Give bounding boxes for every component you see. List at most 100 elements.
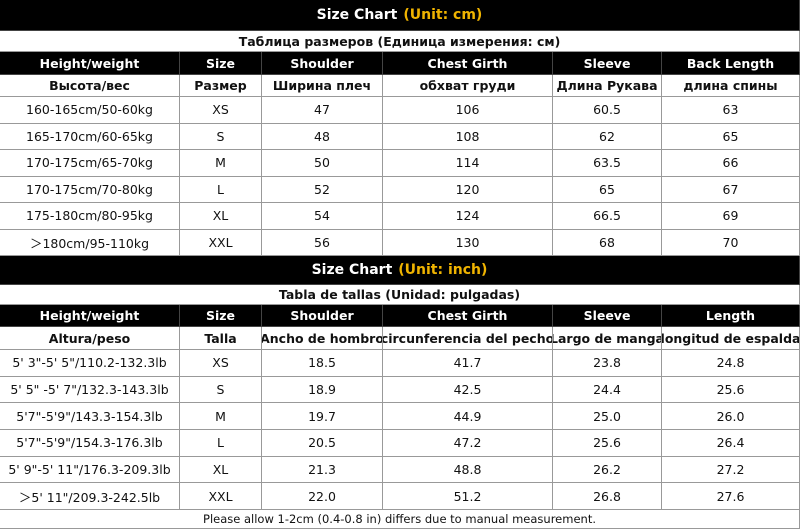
table-cell: S [180, 376, 262, 404]
table-cell: 24.8 [662, 350, 800, 377]
table-cell: 25.6 [662, 376, 800, 404]
table-cell: 69 [662, 203, 800, 230]
column-header: Height/weight [0, 305, 180, 327]
title-text: Size Chart [311, 262, 393, 278]
table-cell: 60.5 [553, 97, 662, 124]
section-title: Size Chart (Unit: cm) [0, 0, 800, 31]
footer-note: Please allow 1-2cm (0.4-0.8 in) differs … [0, 510, 800, 529]
table-cell: 23.8 [553, 350, 662, 377]
table-cell: 124 [383, 203, 553, 230]
table-cell: 66 [662, 150, 800, 177]
table-cell: L [180, 176, 262, 203]
table-cell: 27.2 [662, 456, 800, 484]
table-cell: 68 [553, 229, 662, 256]
section-title: Size Chart (Unit: inch) [0, 256, 800, 285]
table-cell: XL [180, 203, 262, 230]
column-subheader: Размер [180, 75, 262, 97]
column-header: Size [180, 52, 262, 75]
title-unit: (Unit: cm) [403, 7, 483, 23]
table-cell: 170-175cm/65-70kg [0, 150, 180, 177]
table-cell: 48.8 [383, 456, 553, 484]
table-cell: ＞5' 11"/209.3-242.5lb [0, 483, 180, 510]
table-cell: 63.5 [553, 150, 662, 177]
table-cell: XXL [180, 229, 262, 256]
table-cell: XXL [180, 483, 262, 510]
table-cell: 24.4 [553, 376, 662, 404]
table-cell: 21.3 [262, 456, 383, 484]
column-subheader: circunferencia del pecho [383, 327, 553, 350]
table-cell: 26.8 [553, 483, 662, 510]
title-unit: (Unit: inch) [398, 262, 488, 278]
table-cell: 48 [262, 123, 383, 150]
table-cell: 130 [383, 229, 553, 256]
table-cell: 62 [553, 123, 662, 150]
table-cell: 108 [383, 123, 553, 150]
table-cell: 26.2 [553, 456, 662, 484]
column-subheader: длина спины [662, 75, 800, 97]
table-cell: M [180, 150, 262, 177]
subtitle: Tabla de tallas (Unidad: pulgadas) [0, 285, 800, 305]
table-cell: 65 [662, 123, 800, 150]
column-subheader: Ancho de hombro [262, 327, 383, 350]
table-cell: 26.4 [662, 430, 800, 457]
column-header: Shoulder [262, 305, 383, 327]
subtitle: Таблица размеров (Единица измерения: см) [0, 31, 800, 52]
table-cell: 25.6 [553, 430, 662, 457]
table-cell: 41.7 [383, 350, 553, 377]
column-subheader: обхват груди [383, 75, 553, 97]
table-cell: 47.2 [383, 430, 553, 457]
table-cell: 5' 9"-5' 11"/176.3-209.3lb [0, 456, 180, 484]
column-header: Back Length [662, 52, 800, 75]
column-subheader: Talla [180, 327, 262, 350]
column-header: Shoulder [262, 52, 383, 75]
table-cell: 65 [553, 176, 662, 203]
table-cell: 5'7"-5'9"/154.3-176.3lb [0, 430, 180, 457]
table-cell: 18.9 [262, 376, 383, 404]
table-cell: XL [180, 456, 262, 484]
table-cell: S [180, 123, 262, 150]
column-header: Sleeve [553, 52, 662, 75]
table-cell: L [180, 430, 262, 457]
table-cell: 5' 5" -5' 7"/132.3-143.3lb [0, 376, 180, 404]
column-subheader: Altura/peso [0, 327, 180, 350]
column-subheader: longitud de espalda [662, 327, 800, 350]
table-cell: 160-165cm/50-60kg [0, 97, 180, 124]
column-header: Height/weight [0, 52, 180, 75]
table-cell: 51.2 [383, 483, 553, 510]
table-cell: M [180, 403, 262, 430]
title-text: Size Chart [316, 7, 398, 23]
table-cell: 52 [262, 176, 383, 203]
table-cell: 67 [662, 176, 800, 203]
column-header: Sleeve [553, 305, 662, 327]
column-header: Chest Girth [383, 305, 553, 327]
column-subheader: Высота/вес [0, 75, 180, 97]
column-subheader: Длина Рукава [553, 75, 662, 97]
table-cell: 20.5 [262, 430, 383, 457]
table-cell: 54 [262, 203, 383, 230]
table-cell: 5' 3"-5' 5"/110.2-132.3lb [0, 350, 180, 377]
table-cell: 27.6 [662, 483, 800, 510]
table-cell: 47 [262, 97, 383, 124]
table-cell: 70 [662, 229, 800, 256]
table-cell: 114 [383, 150, 553, 177]
table-cell: 25.0 [553, 403, 662, 430]
table-cell: 22.0 [262, 483, 383, 510]
table-cell: 63 [662, 97, 800, 124]
table-cell: 106 [383, 97, 553, 124]
table-cell: 170-175cm/70-80kg [0, 176, 180, 203]
table-cell: 56 [262, 229, 383, 256]
table-cell: 5'7"-5'9"/143.3-154.3lb [0, 403, 180, 430]
table-cell: 42.5 [383, 376, 553, 404]
table-cell: 66.5 [553, 203, 662, 230]
column-header: Size [180, 305, 262, 327]
table-cell: 175-180cm/80-95kg [0, 203, 180, 230]
table-cell: XS [180, 350, 262, 377]
table-cell: 19.7 [262, 403, 383, 430]
table-cell: 18.5 [262, 350, 383, 377]
table-cell: ＞180cm/95-110kg [0, 229, 180, 256]
column-subheader: Largo de manga [553, 327, 662, 350]
table-cell: 165-170cm/60-65kg [0, 123, 180, 150]
column-header: Chest Girth [383, 52, 553, 75]
table-cell: 44.9 [383, 403, 553, 430]
